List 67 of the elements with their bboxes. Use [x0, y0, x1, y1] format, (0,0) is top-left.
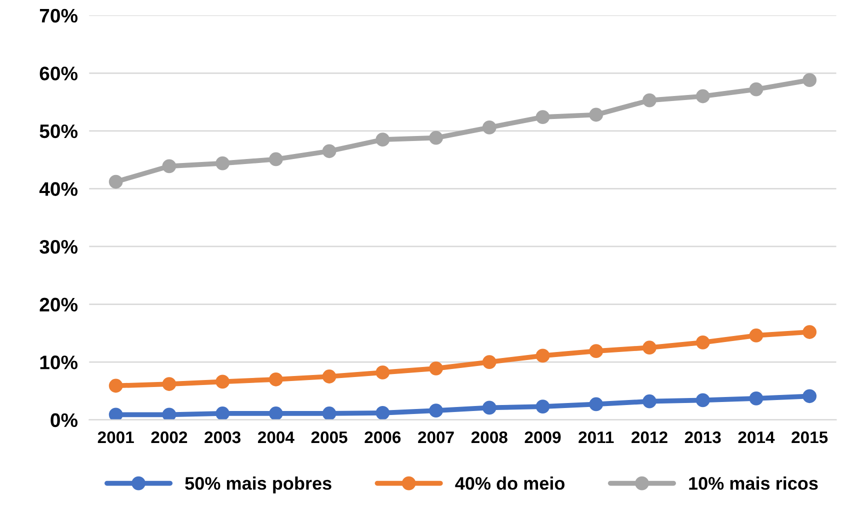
point	[536, 110, 550, 124]
point	[162, 408, 176, 420]
point	[642, 340, 656, 355]
y-tick-label: 40%	[39, 182, 78, 196]
point	[482, 355, 496, 369]
point	[268, 372, 283, 386]
x-tick-label: 2013	[684, 431, 721, 444]
legend-label: 40% do meio	[455, 476, 565, 490]
point	[589, 108, 604, 122]
x-tick-label: 2002	[151, 431, 188, 444]
x-tick-label: 2014	[738, 431, 775, 444]
y-tick-label: 60%	[40, 66, 78, 80]
legend-label: 50% mais pobres	[185, 476, 332, 494]
point	[802, 325, 817, 339]
x-tick-label: 2004	[258, 431, 294, 444]
y-tick-label: 0%	[50, 413, 78, 428]
y-tick-label: 20%	[40, 298, 78, 312]
point	[108, 378, 123, 393]
point	[268, 406, 283, 420]
x-tick-label: 2015	[792, 431, 828, 444]
point	[696, 393, 710, 408]
point	[642, 93, 656, 108]
point	[162, 377, 176, 391]
point	[216, 406, 230, 420]
point	[589, 397, 604, 412]
legend-label: 10% mais ricos	[689, 476, 818, 490]
x-tick-label: 2001	[98, 431, 134, 444]
x-tick-label: 2011	[578, 431, 614, 444]
point	[696, 335, 710, 350]
y-tick-label: 30%	[40, 240, 78, 254]
x-tick-label: 2008	[471, 431, 508, 444]
point	[429, 130, 443, 145]
x-tick-label: 2005	[311, 431, 348, 444]
x-tick-label: 2012	[632, 431, 668, 444]
point	[536, 400, 550, 414]
point	[802, 389, 817, 404]
y-tick-label: 50%	[40, 124, 78, 138]
point	[108, 408, 123, 420]
point	[429, 404, 443, 418]
point	[749, 392, 764, 406]
point	[108, 174, 123, 189]
point	[322, 370, 336, 384]
y-tick-label: 70%	[40, 8, 78, 23]
point	[322, 144, 336, 158]
point	[376, 406, 390, 420]
y-tick-label: 10%	[40, 356, 78, 370]
point	[482, 400, 496, 415]
point	[536, 348, 550, 363]
point	[429, 361, 443, 376]
point	[482, 120, 496, 134]
x-tick-label: 2006	[364, 431, 401, 444]
x-tick-label: 2007	[418, 431, 454, 444]
point	[376, 132, 390, 147]
point	[696, 89, 710, 104]
point	[216, 374, 230, 389]
point	[268, 152, 283, 166]
point	[589, 344, 604, 358]
point	[162, 159, 176, 174]
x-tick-label: 2009	[524, 431, 561, 444]
point	[749, 82, 764, 96]
x-tick-label: 2003	[204, 431, 240, 444]
point	[376, 366, 390, 380]
point	[802, 73, 817, 88]
point	[749, 328, 764, 342]
point	[322, 406, 336, 420]
point	[642, 394, 656, 408]
point	[216, 156, 230, 170]
